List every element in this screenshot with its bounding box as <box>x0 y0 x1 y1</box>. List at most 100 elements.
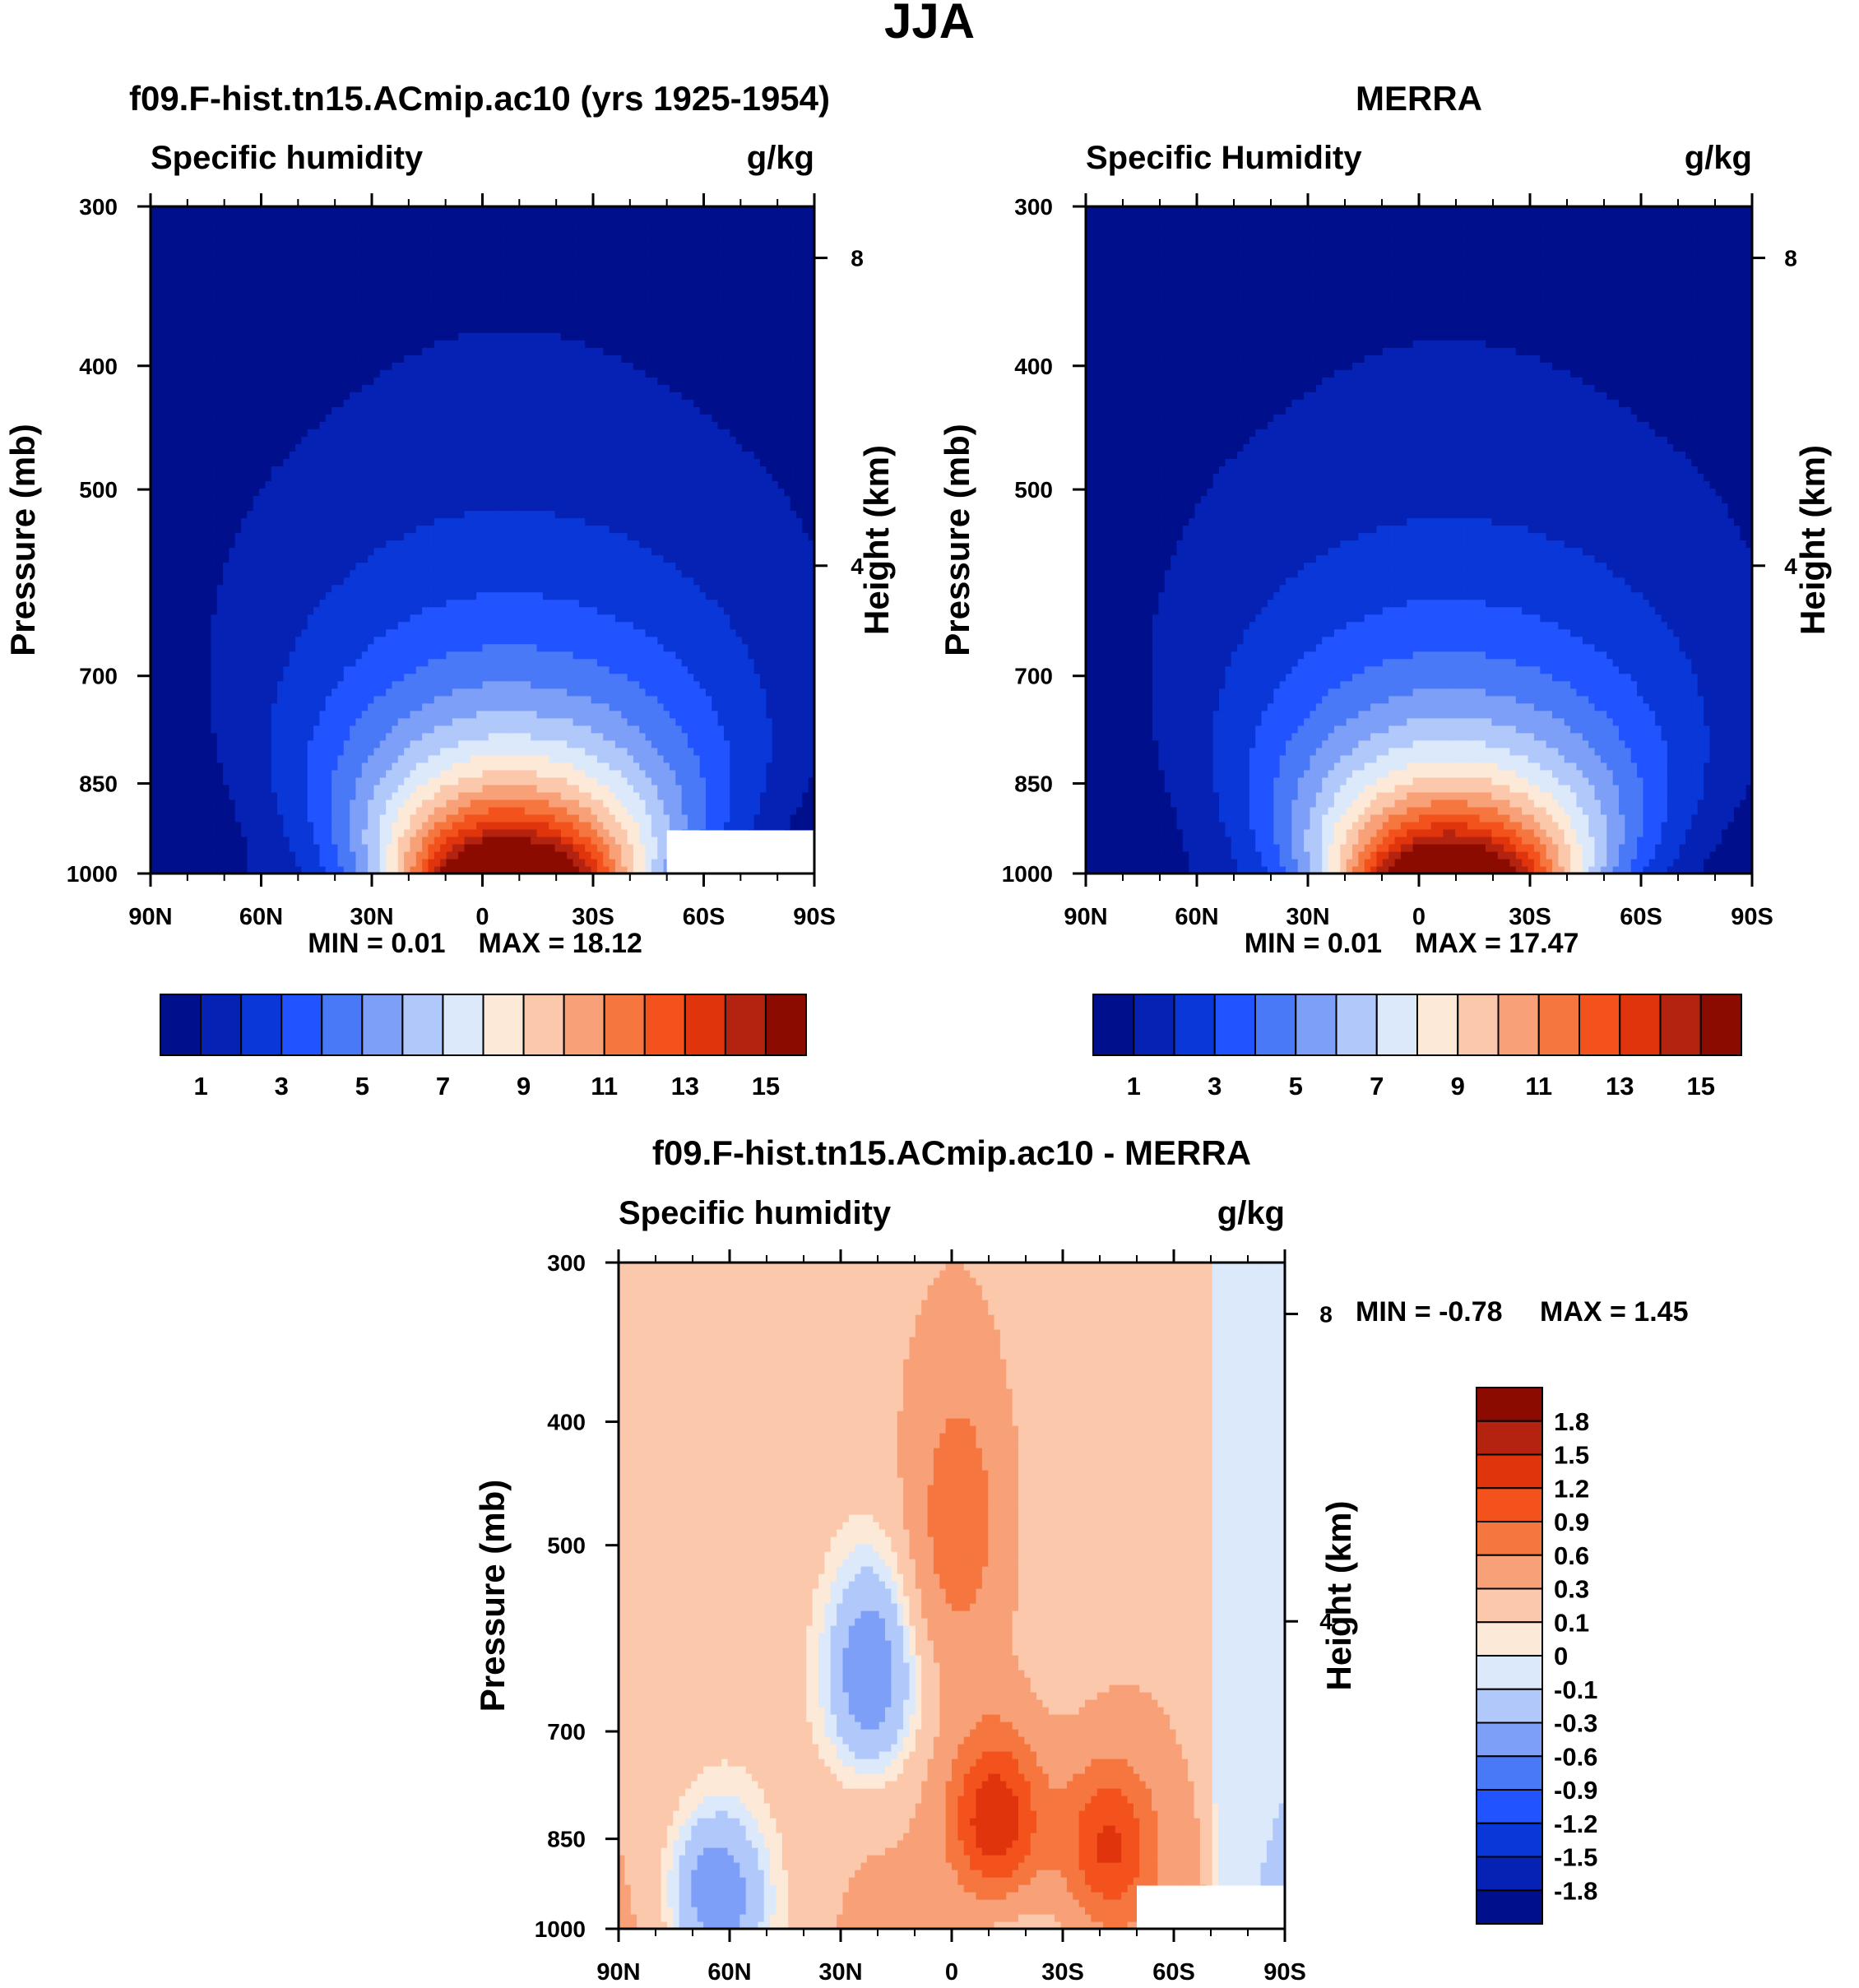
contour-cell <box>410 806 417 815</box>
contour-cell <box>518 636 526 645</box>
contour-cell <box>790 806 797 815</box>
contour-cell <box>639 569 647 578</box>
contour-cell <box>156 606 164 615</box>
contour-cell <box>470 569 477 578</box>
contour-cell <box>337 828 345 837</box>
contour-cell <box>440 614 447 623</box>
contour-cell <box>440 658 447 667</box>
contour-cell <box>766 806 773 815</box>
contour-cell <box>730 769 737 778</box>
contour-cell <box>675 784 683 793</box>
contour-cell <box>234 799 242 808</box>
contour-cell <box>458 651 466 660</box>
contour-cell <box>458 828 466 837</box>
contour-cell <box>234 747 242 756</box>
contour-cell <box>699 821 707 830</box>
contour-cell <box>573 643 580 652</box>
contour-cell <box>180 532 188 541</box>
contour-cell <box>319 747 327 756</box>
contour-cell <box>151 591 157 600</box>
contour-cell <box>319 540 327 549</box>
contour-cell <box>723 791 730 800</box>
contour-cell <box>162 850 169 860</box>
contour-cell <box>531 628 538 637</box>
contour-cell <box>205 680 211 689</box>
contour-cell <box>307 717 314 726</box>
contour-cell <box>234 673 242 682</box>
contour-cell <box>741 569 749 578</box>
contour-cell <box>723 821 730 830</box>
contour-cell <box>735 554 743 563</box>
contour-cell <box>699 695 707 704</box>
contour-cell <box>289 599 296 608</box>
contour-cell <box>621 762 628 771</box>
contour-cell <box>464 614 471 623</box>
contour-cell <box>187 762 193 771</box>
contour-cell <box>379 577 387 586</box>
contour-cell <box>415 688 423 697</box>
contour-cell <box>784 695 791 704</box>
contour-cell <box>482 776 489 785</box>
contour-cell <box>494 636 502 645</box>
contour-cell <box>433 769 441 778</box>
contour-cell <box>415 784 423 793</box>
contour-cell <box>325 754 332 763</box>
contour-cell <box>259 680 266 689</box>
contour-cell <box>494 843 502 852</box>
contour-cell <box>410 732 417 741</box>
contour-cell <box>180 843 188 852</box>
contour-cell <box>549 813 556 823</box>
contour-cell <box>397 584 405 593</box>
contour-cell <box>343 806 350 815</box>
contour-cell <box>169 821 175 830</box>
contour-cell <box>808 651 815 660</box>
contour-cell <box>482 584 489 593</box>
contour-cell <box>192 821 200 830</box>
contour-cell <box>596 584 604 593</box>
contour-cell <box>259 732 266 741</box>
contour-cell <box>470 754 477 763</box>
contour-cell <box>211 806 218 815</box>
contour-cell <box>808 658 815 667</box>
contour-cell <box>331 614 339 623</box>
contour-cell <box>192 554 200 563</box>
contour-cell <box>211 606 218 615</box>
contour-cell <box>723 621 730 630</box>
contour-cell <box>313 821 321 830</box>
contour-cell <box>536 725 544 734</box>
contour-cell <box>187 577 193 586</box>
contour-cell <box>198 813 206 823</box>
contour-cell <box>355 858 363 867</box>
contour-cell <box>386 836 393 845</box>
contour-cell <box>169 643 175 652</box>
contour-cell <box>675 547 683 556</box>
contour-cell <box>428 673 435 682</box>
contour-cell <box>578 658 586 667</box>
contour-cell <box>247 843 254 852</box>
contour-cell <box>681 776 688 785</box>
contour-cell <box>596 762 604 771</box>
contour-cell <box>518 680 526 689</box>
contour-cell <box>404 636 411 645</box>
contour-cell <box>669 599 676 608</box>
contour-cell <box>464 636 471 645</box>
contour-cell <box>192 717 200 726</box>
contour-cell <box>464 776 471 785</box>
contour-cell <box>494 784 502 793</box>
contour-cell <box>234 784 242 793</box>
contour-cell <box>410 828 417 837</box>
contour-cell <box>795 628 803 637</box>
contour-cell <box>247 858 254 867</box>
contour-cell <box>663 621 670 630</box>
contour-cell <box>657 665 665 674</box>
contour-cell <box>603 688 610 697</box>
contour-cell <box>591 725 598 734</box>
contour-cell <box>645 547 652 556</box>
contour-cell <box>633 658 640 667</box>
contour-cell <box>151 791 157 800</box>
contour-cell <box>603 836 610 845</box>
contour-cell <box>560 836 568 845</box>
contour-cell <box>802 784 809 793</box>
contour-cell <box>549 554 556 563</box>
contour-cell <box>705 658 712 667</box>
